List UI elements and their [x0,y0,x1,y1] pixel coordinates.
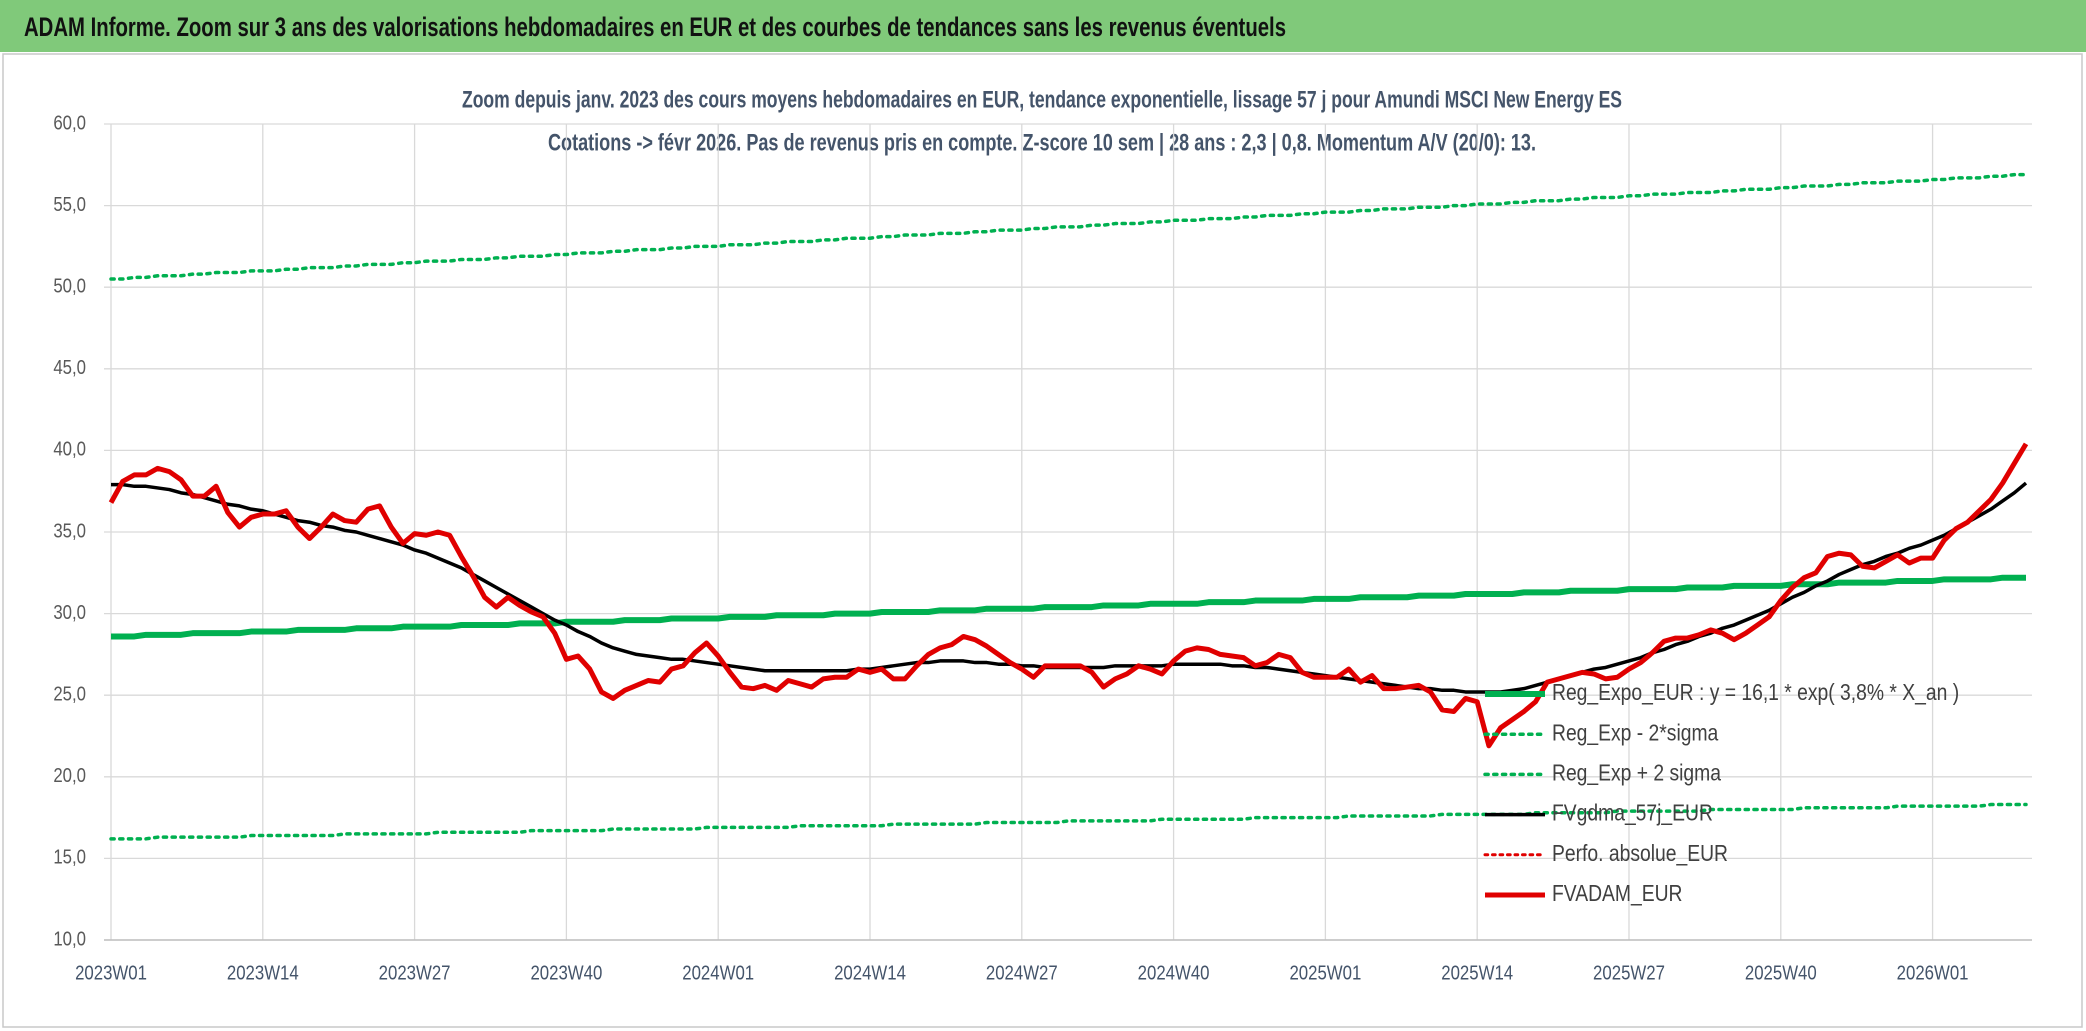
x-tick-label: 2023W01 [75,961,147,984]
y-tick-label: 15,0 [53,845,86,868]
legend-label: Reg_Exp + 2 sigma [1552,761,1721,786]
y-tick-label: 60,0 [53,111,86,134]
y-tick-label: 45,0 [53,356,86,379]
x-tick-label: 2026W01 [1897,961,1969,984]
x-tick-label: 2024W01 [682,961,754,984]
series-line [109,172,2028,281]
series-line [109,802,2028,841]
x-tick-label: 2024W14 [834,961,906,984]
series-line [108,442,2029,749]
chart-frame [2,53,2083,1028]
y-tick-label: 10,0 [53,927,86,950]
y-tick-label: 35,0 [53,519,86,542]
x-tick-label: 2023W14 [227,961,299,984]
legend-label: Reg_Exp - 2*sigma [1552,721,1718,746]
title-banner [0,0,2086,52]
x-tick-label: 2024W40 [1138,961,1210,984]
x-tick-label: 2023W40 [530,961,602,984]
legend-label: FVADAM_EUR [1552,882,1682,907]
x-tick-label: 2025W40 [1745,961,1817,984]
legend-label: Reg_Expo_EUR : y = 16,1 * exp( 3,8% * X_… [1552,681,1959,706]
x-tick-label: 2025W14 [1441,961,1513,984]
y-tick-label: 40,0 [53,437,86,460]
legend-label: FVgdma_57j_EUR [1552,801,1713,826]
y-tick-label: 50,0 [53,274,86,297]
y-tick-label: 30,0 [53,600,86,623]
x-tick-label: 2025W01 [1289,961,1361,984]
legend-label: Perfo. absolue_EUR [1552,841,1728,866]
series-line [111,574,2026,640]
chart-subtitle: Zoom depuis janv. 2023 des cours moyens … [462,86,1622,113]
y-tick-label: 55,0 [53,192,86,215]
x-tick-label: 2025W27 [1593,961,1665,984]
y-tick-label: 20,0 [53,764,86,787]
x-tick-label: 2024W27 [986,961,1058,984]
page-title: ADAM Informe. Zoom sur 3 ans des valoris… [24,12,1286,42]
y-tick-label: 25,0 [53,682,86,705]
chart-subtitle: Cotations -> févr 2026. Pas de revenus p… [548,129,1536,156]
x-tick-label: 2023W27 [379,961,451,984]
